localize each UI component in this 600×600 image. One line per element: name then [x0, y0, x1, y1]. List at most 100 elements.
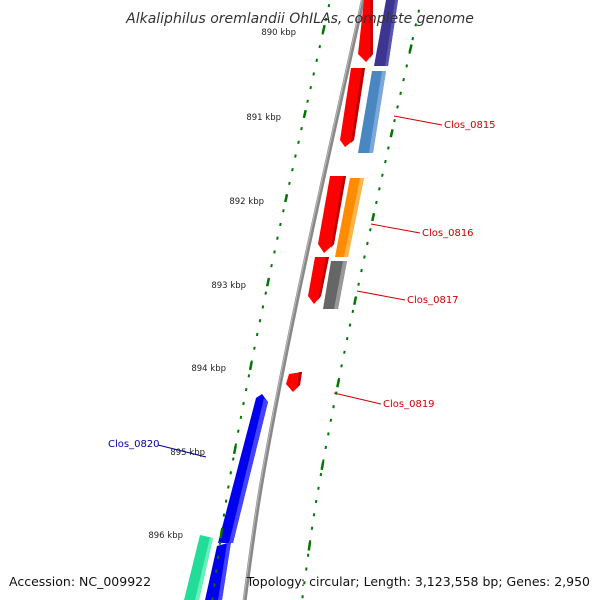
minor-tick-right	[242, 401, 245, 406]
minor-tick-left	[402, 77, 405, 82]
kbp-label-892: 892 kbp	[229, 197, 264, 207]
gene-arrow-purple[interactable]	[374, 0, 398, 66]
minor-tick-right	[282, 209, 285, 213]
minor-tick-left	[357, 282, 360, 286]
major-tick-left	[307, 542, 312, 551]
major-tick-right	[321, 24, 326, 34]
minor-tick-right	[264, 291, 268, 295]
minor-tick-right	[327, 3, 331, 8]
major-tick-left	[408, 44, 413, 53]
major-tick-right	[265, 278, 271, 287]
minor-tick-right	[291, 167, 294, 172]
kbp-label-893: 893 kbp	[211, 281, 246, 291]
minor-tick-right	[232, 457, 235, 461]
major-tick-left	[336, 379, 341, 388]
gene-arrow-blue-lower[interactable]	[205, 542, 231, 600]
major-tick-left	[353, 296, 358, 305]
leader-line-clos0820	[157, 444, 207, 458]
minor-tick-right	[253, 346, 256, 350]
minor-tick-left	[329, 418, 333, 422]
minor-tick-left	[387, 146, 390, 150]
gene-arrow-red-clos0816[interactable]	[318, 176, 346, 253]
gene-arrow-orange-clos0816[interactable]	[335, 178, 364, 257]
minor-tick-right	[324, 17, 328, 22]
minor-tick-right	[276, 236, 279, 240]
minor-tick-left	[384, 159, 387, 164]
minor-tick-right	[247, 374, 251, 378]
minor-tick-left	[393, 118, 396, 123]
gene-arrow-steelblue-clos0815[interactable]	[358, 71, 386, 153]
gene-label-clos0816[interactable]: Clos_0816	[422, 228, 474, 239]
accession-text: Accession: NC_009922	[9, 574, 151, 589]
kbp-major-ticks	[219, 24, 413, 551]
minor-tick-left	[375, 200, 378, 205]
minor-tick-right	[306, 99, 309, 103]
minor-tick-right	[309, 85, 312, 90]
major-tick-right	[284, 193, 289, 203]
minor-tick-left	[327, 432, 330, 436]
major-tick-right	[248, 361, 253, 371]
minor-tick-right	[270, 263, 273, 268]
major-tick-right	[219, 530, 224, 539]
minor-tick-left	[348, 323, 352, 327]
minor-tick-left	[399, 91, 402, 95]
minor-tick-left	[396, 105, 399, 109]
minor-tick-left	[366, 241, 369, 246]
gene-arrow-blue-clos0820[interactable]	[218, 394, 268, 543]
major-tick-right	[232, 445, 237, 455]
minor-tick-right	[227, 485, 230, 489]
minor-tick-right	[312, 72, 315, 76]
kbp-label-895: 895 kbp	[170, 448, 205, 458]
gene-label-clos0815[interactable]: Clos_0815	[444, 120, 496, 131]
gene-label-clos0817[interactable]: Clos_0817	[407, 295, 459, 306]
leader-line-clos0819	[333, 392, 382, 405]
minor-tick-right	[258, 319, 262, 323]
minor-tick-left	[363, 255, 366, 259]
minor-tick-right	[229, 471, 232, 475]
genome-title: Alkaliphilus oremlandii OhILAs, complete…	[125, 11, 474, 27]
minor-tick-left	[360, 268, 363, 273]
minor-tick-left	[369, 228, 372, 232]
minor-tick-right	[300, 126, 303, 131]
minor-tick-right	[294, 154, 297, 158]
minor-tick-left	[312, 513, 316, 517]
kbp-label-890: 890 kbp	[261, 28, 296, 38]
minor-tick-left	[317, 486, 320, 490]
chromosome-backbone	[242, 0, 365, 600]
leader-line-clos0817	[356, 290, 406, 301]
gene-arrow-red-clos0819[interactable]	[286, 372, 302, 392]
minor-tick-right	[239, 415, 243, 420]
minor-tick-right	[297, 140, 300, 144]
minor-tick-left	[414, 23, 418, 27]
gene-arrow-mint[interactable]	[184, 535, 213, 600]
gene-arrow-red-clos0817[interactable]	[308, 257, 329, 304]
minor-tick-left	[319, 472, 323, 477]
gene-label-clos0820[interactable]: Clos_0820	[108, 439, 160, 450]
kbp-label-896: 896 kbp	[148, 531, 183, 541]
topology-text: Topology: circular; Length: 3,123,558 bp…	[246, 574, 590, 589]
minor-tick-left	[381, 173, 384, 177]
major-tick-left	[320, 461, 325, 471]
gene-label-clos0819[interactable]: Clos_0819	[383, 399, 435, 410]
minor-tick-right	[288, 181, 291, 186]
major-tick-left	[389, 129, 394, 138]
kbp-label-891: 891 kbp	[246, 113, 281, 123]
minor-tick-left	[345, 336, 349, 341]
minor-tick-left	[417, 9, 421, 13]
minor-tick-left	[332, 405, 335, 409]
minor-tick-right	[261, 305, 265, 309]
minor-tick-right	[244, 387, 248, 392]
minor-tick-left	[340, 364, 343, 368]
gene-arrow-red-clos0815[interactable]	[340, 68, 365, 147]
minor-tick-right	[315, 58, 319, 63]
gene-arrow-red-1[interactable]	[358, 0, 373, 62]
major-tick-left	[371, 212, 376, 222]
gene-arrow-gray-clos0817[interactable]	[323, 261, 347, 309]
chromosome-backbone-highlight	[243, 0, 363, 600]
minor-tick-right	[318, 44, 322, 49]
minor-tick-right	[279, 222, 282, 227]
kbp-label-894: 894 kbp	[191, 364, 226, 374]
minor-tick-right	[237, 429, 240, 433]
